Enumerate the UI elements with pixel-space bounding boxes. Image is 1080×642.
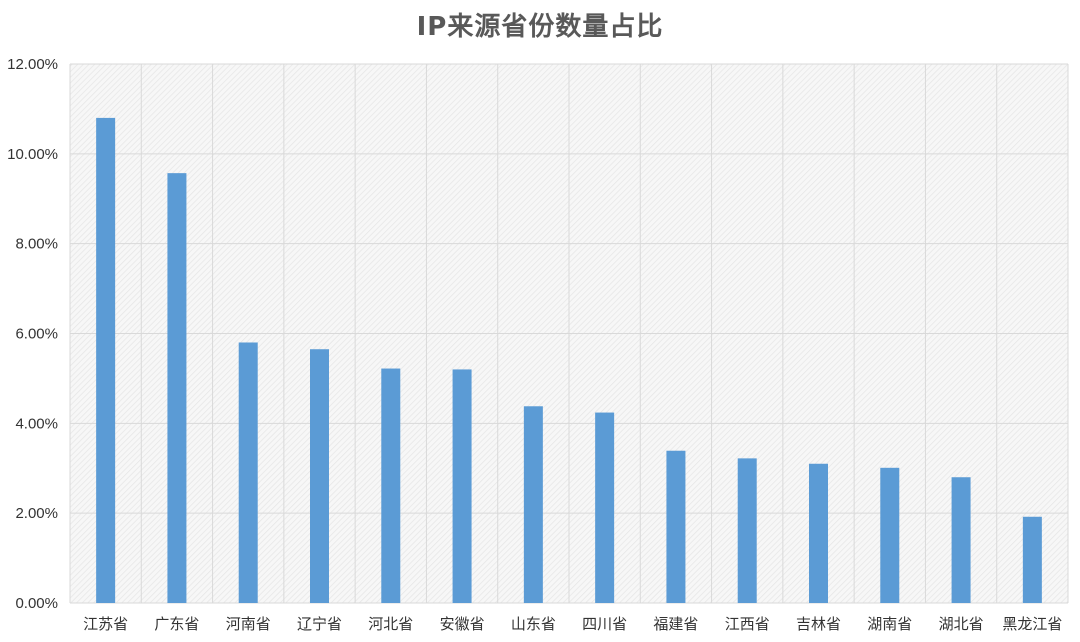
- x-tick-label: 河南省: [226, 615, 271, 633]
- x-tick-label: 湖南省: [867, 615, 912, 633]
- bar-6: [452, 369, 472, 603]
- x-tick-label: 江苏省: [83, 615, 128, 633]
- bar-9: [666, 450, 686, 603]
- x-tick-label: 福建省: [653, 615, 698, 633]
- bars: [96, 117, 1042, 604]
- y-tick-label: 0.00%: [15, 595, 58, 612]
- x-tick-label: 湖北省: [939, 615, 984, 633]
- x-tick-label: 吉林省: [796, 615, 841, 633]
- y-tick-label: 2.00%: [15, 505, 58, 522]
- chart-title: IP来源省份数量占比: [416, 12, 664, 42]
- y-tick-label: 6.00%: [15, 326, 58, 343]
- x-tick-label: 广东省: [154, 615, 199, 633]
- y-tick-label: 4.00%: [15, 415, 58, 432]
- bar-11: [809, 463, 828, 603]
- bar-12: [880, 467, 900, 603]
- bar-8: [595, 412, 615, 603]
- x-tick-label: 山东省: [511, 615, 556, 633]
- y-tick-label: 8.00%: [15, 236, 58, 253]
- x-tick-label: 辽宁省: [297, 615, 342, 633]
- x-tick-label: 四川省: [582, 615, 627, 633]
- bar-1: [96, 117, 116, 604]
- x-tick-label: 安徽省: [440, 615, 485, 633]
- bar-7: [523, 406, 543, 603]
- y-axis-ticks: 0.00% 2.00% 4.00% 6.00% 8.00% 10.00% 12.00%: [7, 56, 58, 612]
- bar-3: [238, 342, 258, 603]
- x-tick-label: 黑龙江省: [1002, 615, 1062, 633]
- bar-5: [381, 368, 401, 603]
- x-axis-ticks: 江苏省 广东省 河南省 辽宁省 河北省 安徽省 山东省 四川省 福建省 江西省 吉林省 湖南省 湖北省黑…: [83, 615, 1062, 633]
- bar-4: [310, 349, 329, 603]
- y-tick-label: 10.00%: [7, 146, 58, 163]
- bar-13: [951, 477, 971, 603]
- bar-2: [167, 173, 187, 603]
- gridlines: [69, 63, 1069, 604]
- y-tick-label: 12.00%: [7, 56, 58, 73]
- x-tick-label: 河北省: [368, 615, 413, 633]
- bar-10: [737, 458, 757, 603]
- x-tick-label: 江西省: [725, 615, 770, 633]
- bar-14: [1022, 516, 1042, 603]
